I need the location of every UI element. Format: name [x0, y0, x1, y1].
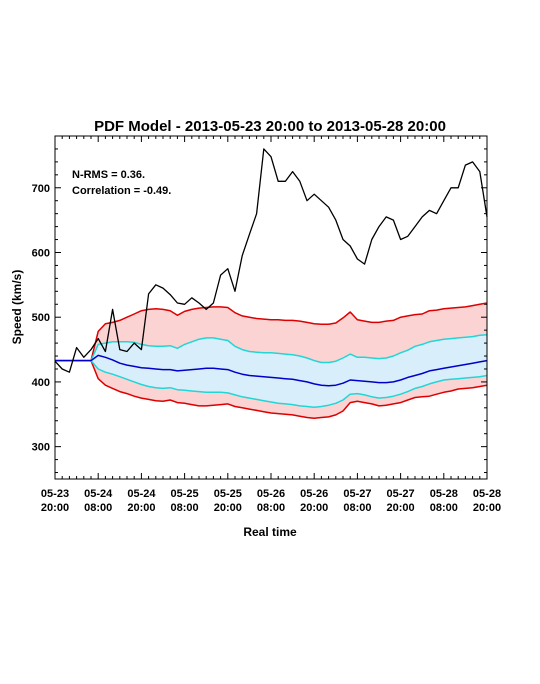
- x-tick-label-date: 05-28: [430, 488, 458, 500]
- annotation-correlation: Correlation = -0.49.: [72, 185, 171, 197]
- x-tick-label-date: 05-26: [300, 488, 328, 500]
- plot-frame: [54, 135, 488, 480]
- y-tick-label: 700: [32, 183, 50, 195]
- y-axis-label: Speed (km/s): [10, 270, 24, 345]
- x-tick-label-time: 08:00: [257, 502, 285, 514]
- x-tick-label-time: 20:00: [214, 502, 242, 514]
- x-tick-label-time: 08:00: [430, 502, 458, 514]
- inner-band: [55, 334, 487, 408]
- series-outer-upper: [55, 302, 488, 362]
- y-tick-label: 600: [32, 247, 50, 259]
- series-outer-lower: [55, 359, 488, 419]
- y-tick-label: 500: [32, 312, 50, 324]
- y-tick-label: 300: [32, 442, 50, 454]
- x-tick-label-time: 20:00: [41, 502, 69, 514]
- x-tick-label-date: 05-26: [257, 488, 285, 500]
- x-tick-label-time: 20:00: [127, 502, 155, 514]
- x-tick-label-date: 05-25: [214, 488, 242, 500]
- x-tick-label-time: 20:00: [387, 502, 415, 514]
- x-tick-label-date: 05-24: [84, 488, 113, 500]
- series-inner-upper: [55, 333, 488, 364]
- x-tick-labels: 05-23 20:00 05-24 08:00 05-24 20:00 05-25 08:00…: [41, 488, 501, 514]
- series-layer: [54, 148, 488, 419]
- annotation-nrms: N-RMS = 0.36.: [72, 169, 145, 181]
- series-observed: [54, 148, 488, 373]
- series-median: [55, 354, 488, 387]
- x-tick-label-date: 05-28: [473, 488, 501, 500]
- x-tick-label-time: 08:00: [84, 502, 112, 514]
- bands-layer: [55, 303, 487, 419]
- x-tick-label-time: 20:00: [473, 502, 501, 514]
- series-inner-lower: [55, 359, 488, 408]
- x-tick-label-date: 05-24: [127, 488, 156, 500]
- y-tick-label: 400: [32, 377, 50, 389]
- x-tick-label-date: 05-23: [41, 488, 69, 500]
- x-tick-label-date: 05-25: [171, 488, 199, 500]
- x-tick-label-date: 05-27: [387, 488, 415, 500]
- y-tick-labels: 300 400 500 600 700: [32, 183, 50, 454]
- x-tick-label-time: 08:00: [343, 502, 371, 514]
- chart-title: PDF Model - 2013-05-23 20:00 to 2013-05-…: [94, 118, 446, 135]
- x-tick-label-time: 20:00: [300, 502, 328, 514]
- x-tick-label-date: 05-27: [343, 488, 371, 500]
- x-tick-label-time: 08:00: [171, 502, 199, 514]
- x-axis-label: Real time: [243, 525, 297, 539]
